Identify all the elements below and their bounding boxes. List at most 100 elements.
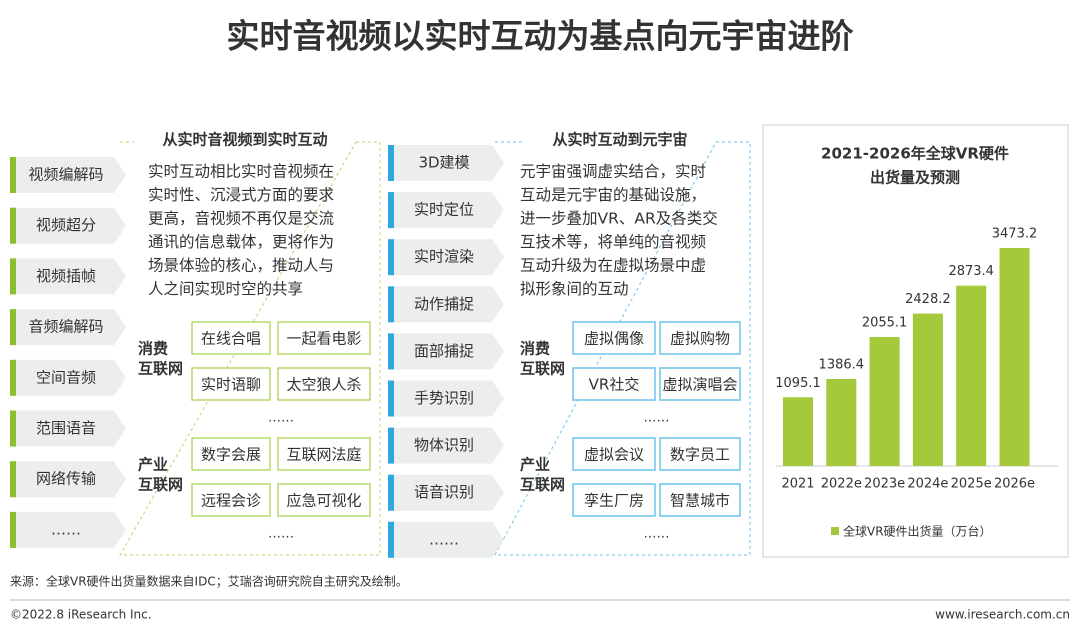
tag-stripe	[10, 309, 16, 346]
scene-box	[191, 483, 271, 517]
bar	[826, 378, 857, 466]
tag-bg	[10, 511, 126, 548]
tag-stripe	[10, 157, 16, 193]
tag-bg	[388, 333, 504, 370]
description-line: 更高，音视频不再仅是交流	[148, 210, 334, 228]
scene-label: 虚拟偶像	[584, 330, 644, 348]
tag-stripe	[388, 286, 394, 323]
tag-bg	[388, 239, 504, 276]
tag-label: 视频超分	[36, 216, 96, 234]
description-line: 互动升级为在虚拟场景中虚	[520, 257, 706, 275]
tag-bg	[10, 258, 126, 295]
group-label: 消费	[138, 340, 168, 358]
more-ellipsis: ……	[644, 527, 670, 542]
source-note: 来源：全球VR硬件出货量数据来自IDC；艾瑞咨询研究院自主研究及绘制。	[10, 574, 408, 589]
panel-heading: 从实时音视频到实时互动	[162, 131, 327, 149]
tag-label: 物体识别	[414, 436, 474, 454]
description-line: 场景体验的核心，推动人与	[148, 257, 334, 275]
tag-stripe	[10, 410, 16, 447]
scene-box	[277, 367, 371, 401]
tag-label: 实时定位	[414, 201, 474, 219]
bar	[999, 248, 1030, 466]
tag-label: 空间音频	[36, 368, 96, 386]
bar	[783, 397, 813, 466]
scene-box	[572, 483, 656, 517]
scene-box	[659, 437, 741, 471]
tag-label: 网络传输	[36, 470, 96, 488]
chart-title: 出货量及预测	[870, 169, 960, 187]
tag-bg	[10, 309, 126, 346]
group-label: 互联网	[138, 360, 183, 378]
description-line: 通讯的信息载体，更将作为	[148, 233, 334, 251]
scene-label: 智慧城市	[670, 492, 730, 510]
legend-label: 全球VR硬件出货量（万台）	[843, 524, 992, 539]
tag-stripe	[388, 521, 394, 558]
scene-box	[277, 483, 371, 517]
group-label: 消费	[520, 340, 550, 358]
scene-box	[659, 367, 741, 401]
tag-stripe	[388, 145, 394, 181]
tag-label: 动作捕捉	[414, 295, 474, 313]
bar	[869, 337, 900, 466]
scene-label: 数字员工	[670, 446, 730, 464]
tag-bg	[388, 427, 504, 464]
website: www.iresearch.com.cn	[935, 608, 1070, 622]
tag-stripe	[388, 333, 394, 370]
tag-bg	[388, 474, 504, 511]
description-line: 实时性、沉浸式方面的要求	[148, 186, 334, 204]
panel-heading: 从实时互动到元宇宙	[552, 131, 687, 149]
tag-stripe	[388, 192, 394, 229]
tag-bg	[10, 207, 126, 244]
tag-label: 3D建模	[418, 154, 469, 172]
tag-bg	[10, 359, 126, 396]
group-label: 互联网	[138, 476, 183, 494]
value-label: 1095.1	[775, 376, 821, 391]
tag-bg	[10, 157, 126, 193]
more-ellipsis: ……	[268, 527, 294, 542]
scene-box	[191, 437, 271, 471]
chart-title: 2021-2026年全球VR硬件	[821, 145, 1009, 163]
tag-label: 面部捕捉	[414, 342, 474, 360]
scene-box	[191, 321, 271, 355]
tag-stripe	[10, 359, 16, 396]
legend-swatch	[831, 527, 839, 535]
scene-label: 虚拟会议	[584, 446, 644, 464]
tag-label: 实时渲染	[414, 248, 474, 266]
value-label: 2055.1	[862, 316, 908, 331]
description-line: 互动是元宇宙的基础设施，	[520, 186, 706, 204]
scene-box	[191, 367, 271, 401]
tag-bg	[388, 192, 504, 229]
tag-stripe	[10, 511, 16, 548]
tag-stripe	[388, 239, 394, 276]
more-ellipsis: ……	[644, 411, 670, 426]
tag-label: 手势识别	[414, 389, 474, 407]
tag-bg	[388, 145, 504, 181]
scene-label: 远程会诊	[201, 492, 261, 510]
group-label: 互联网	[520, 360, 565, 378]
scene-box	[572, 437, 656, 471]
scene-box	[277, 437, 371, 471]
value-label: 1386.4	[819, 357, 865, 372]
scene-label: 一起看电影	[286, 330, 361, 348]
x-tick-label: 2024e	[907, 477, 948, 492]
group-label: 产业	[138, 456, 168, 474]
tag-label: ……	[429, 530, 459, 548]
tag-bg	[388, 521, 504, 558]
page-title: 实时音视频以实时互动为基点向元宇宙进阶	[227, 17, 854, 56]
description-line: 拟形象间的互动	[520, 280, 629, 298]
bar	[956, 285, 987, 466]
description-line: 进一步叠加VR、AR及各类交	[520, 210, 718, 228]
tag-stripe	[10, 258, 16, 295]
value-label: 3473.2	[992, 227, 1038, 242]
scene-label: 应急可视化	[286, 492, 361, 510]
scene-label: 孪生厂房	[584, 492, 644, 510]
x-tick-label: 2023e	[864, 477, 905, 492]
copyright: ©2022.8 iResearch Inc.	[10, 608, 152, 622]
scene-label: 虚拟购物	[670, 330, 730, 348]
x-tick-label: 2026e	[994, 477, 1035, 492]
tag-bg	[388, 286, 504, 323]
x-tick-label: 2025e	[951, 477, 992, 492]
scene-label: 虚拟演唱会	[662, 376, 737, 394]
tag-label: 音频编解码	[28, 318, 103, 336]
